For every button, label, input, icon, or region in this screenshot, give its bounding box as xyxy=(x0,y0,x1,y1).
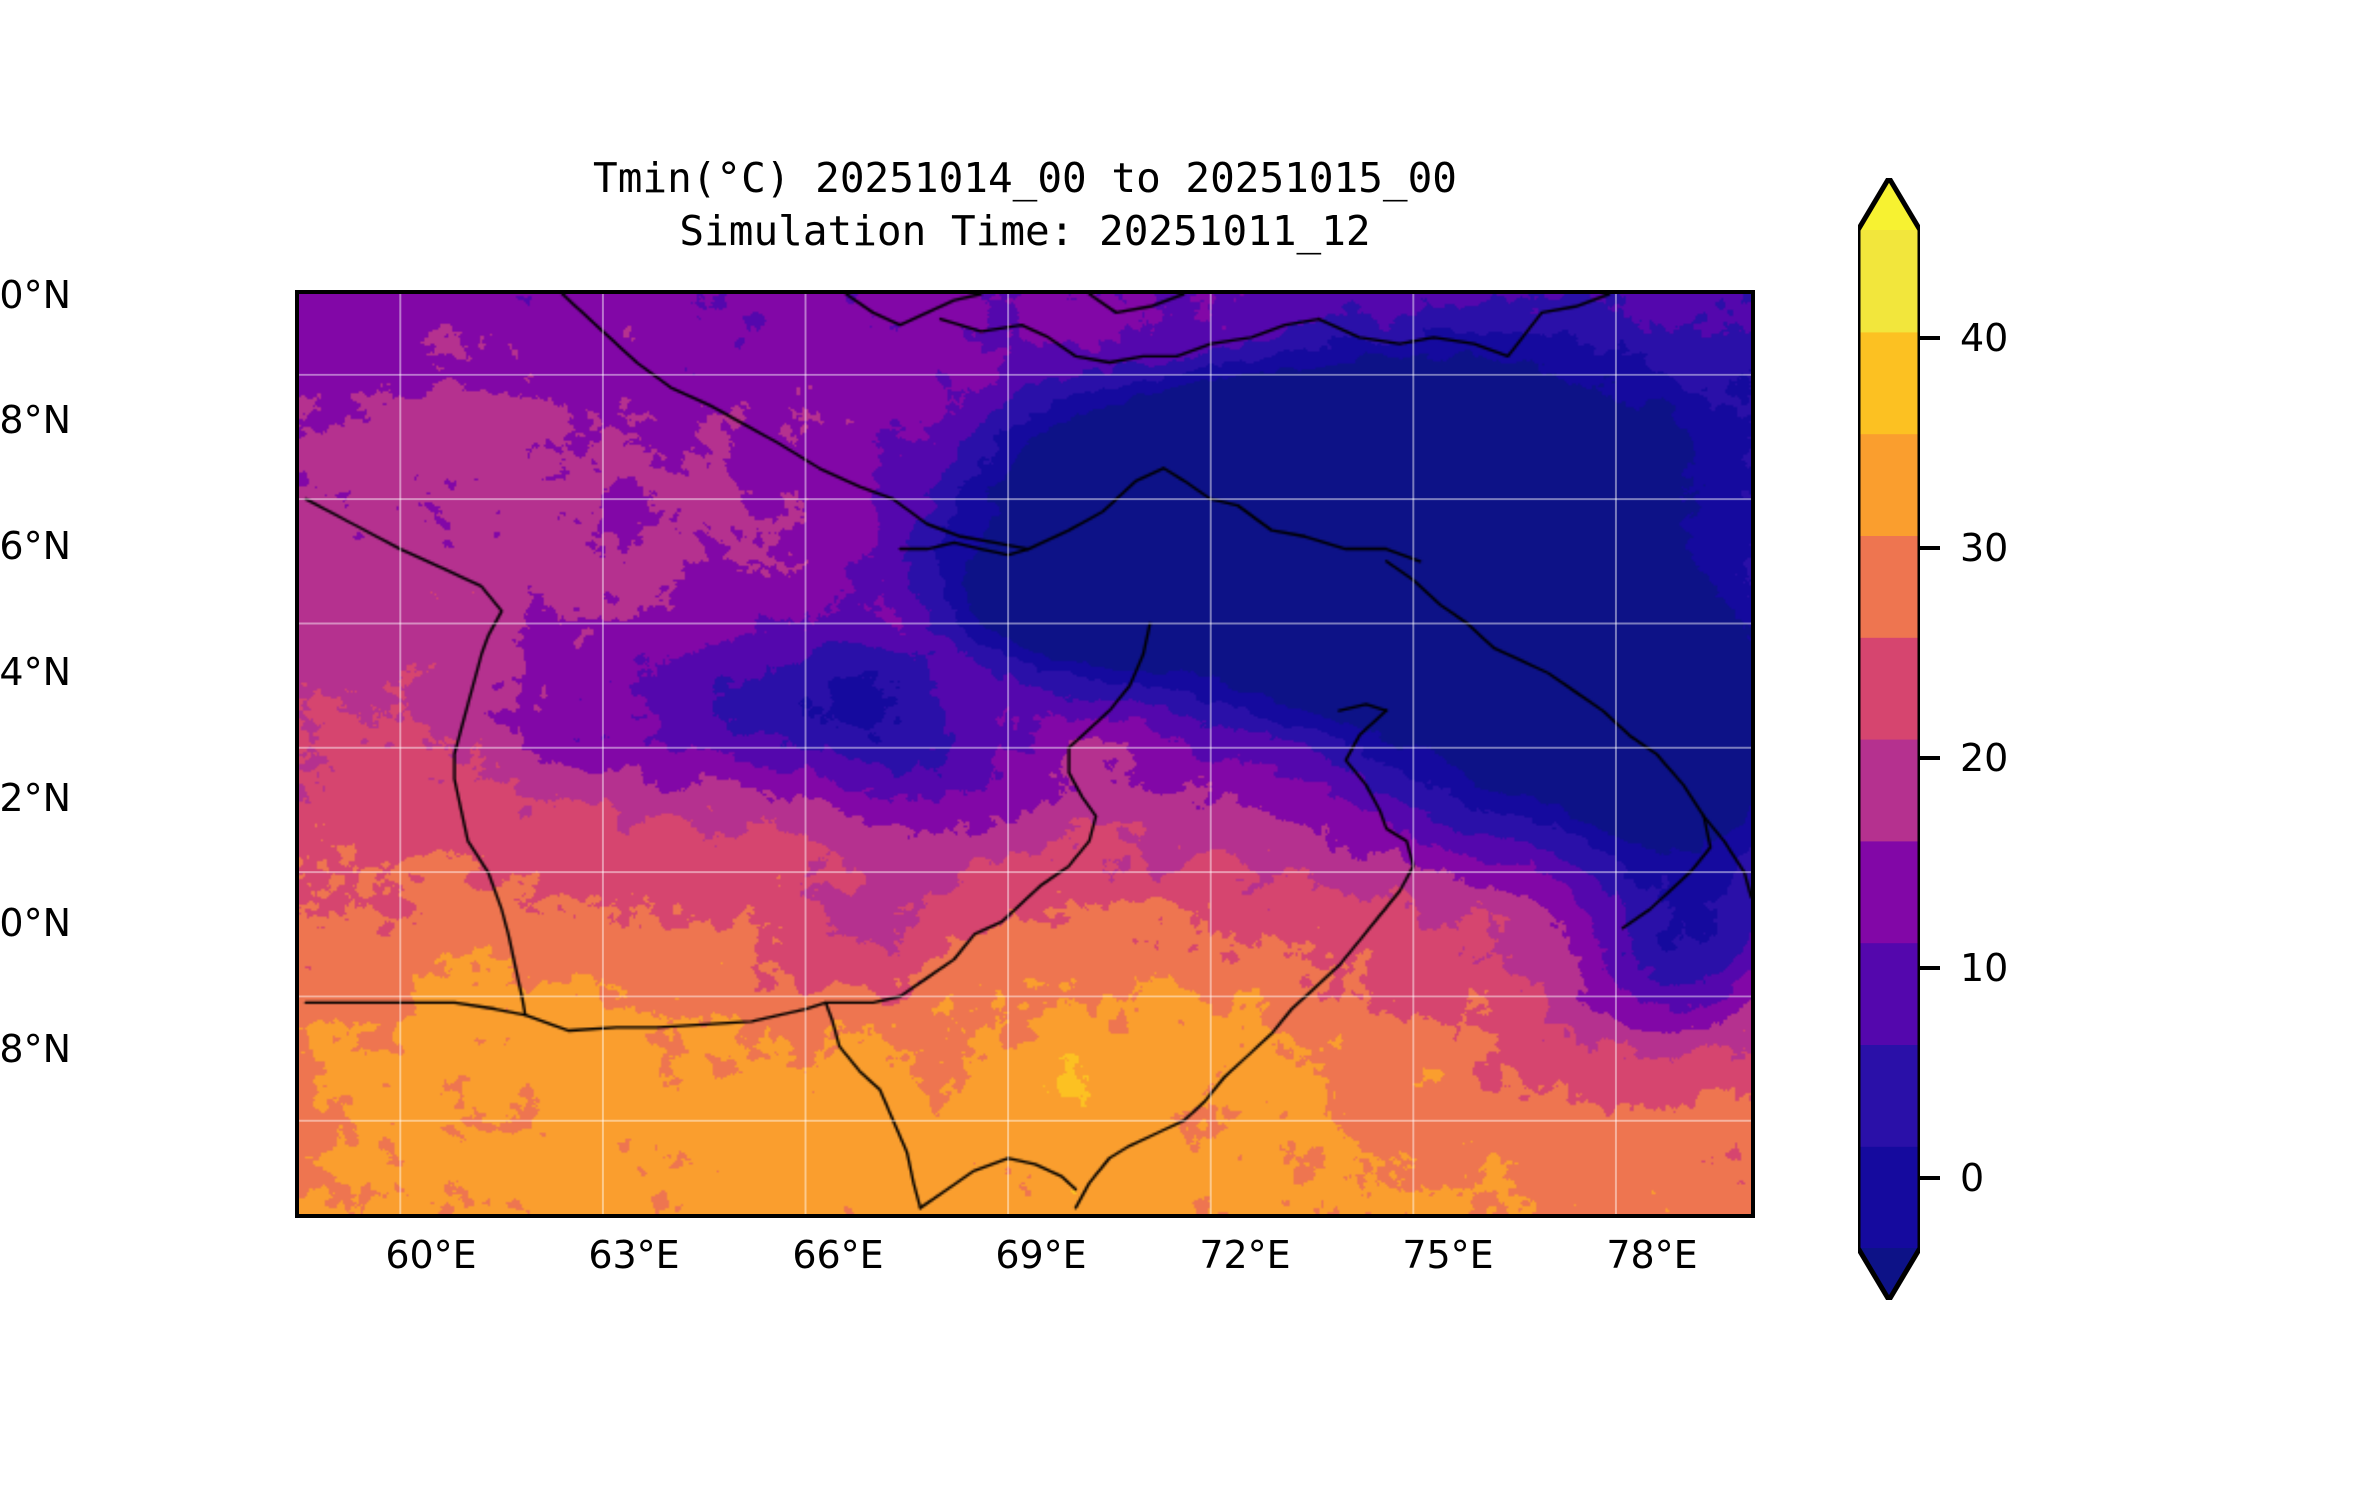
cb-label-0: 0 xyxy=(1960,1156,1985,1200)
xtick-label-60E: 60°E xyxy=(385,1233,477,1277)
xtick-label-75E: 75°E xyxy=(1402,1233,1494,1277)
ytick-label-32N: 32°N xyxy=(0,776,71,820)
colorbar[interactable]: 40 30 20 10 0 xyxy=(1858,178,2008,1300)
xtick-label-78E: 78°E xyxy=(1606,1233,1698,1277)
cb-label-10: 10 xyxy=(1960,946,2009,990)
ytick-label-38N: 38°N xyxy=(0,398,71,442)
ytick-label-36N: 36°N xyxy=(0,524,71,568)
ytick-label-28N: 28°N xyxy=(0,1027,71,1071)
xtick-label-63E: 63°E xyxy=(588,1233,680,1277)
cb-tickmark-20 xyxy=(1920,756,1940,760)
ytick-label-40N: 40°N xyxy=(0,273,71,317)
title-line-2: Simulation Time: 20251011_12 xyxy=(679,207,1371,256)
cb-tickmark-0 xyxy=(1920,1176,1940,1180)
ytick-label-34N: 34°N xyxy=(0,650,71,694)
temperature-contour-field xyxy=(299,294,1751,1214)
xtick-label-69E: 69°E xyxy=(995,1233,1087,1277)
xtick-label-66E: 66°E xyxy=(792,1233,884,1277)
cb-label-20: 20 xyxy=(1960,736,2009,780)
map-plot-area xyxy=(295,290,1755,1218)
cb-tickmark-30 xyxy=(1920,546,1940,550)
cb-tickmark-10 xyxy=(1920,966,1940,970)
colorbar-gradient xyxy=(1858,178,1920,1300)
title-line-1: Tmin(°C) 20251014_00 to 20251015_00 xyxy=(593,154,1457,202)
cb-label-40: 40 xyxy=(1960,316,2009,360)
chart-title: Tmin(°C) 20251014_00 to 20251015_00 Simu… xyxy=(295,152,1755,259)
ytick-label-30N: 30°N xyxy=(0,901,71,945)
cb-tickmark-40 xyxy=(1920,336,1940,340)
cb-label-30: 30 xyxy=(1960,526,2009,570)
xtick-label-72E: 72°E xyxy=(1199,1233,1291,1277)
